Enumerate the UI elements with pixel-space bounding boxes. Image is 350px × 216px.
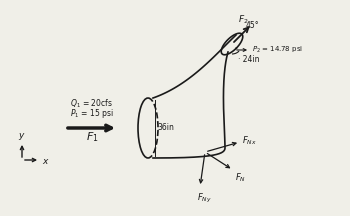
Text: $F_{Ny}$: $F_{Ny}$ [197,192,212,205]
Text: $Q_1$ = 20cfs: $Q_1$ = 20cfs [70,97,113,110]
Text: $F_{Nx}$: $F_{Nx}$ [242,135,257,147]
Text: $F_1$: $F_1$ [86,130,99,144]
Text: $P_2$ = 14.78 psi: $P_2$ = 14.78 psi [252,45,303,55]
Text: · 24in: · 24in [238,56,259,65]
Text: x: x [42,157,47,165]
Text: $F_N$: $F_N$ [235,172,246,184]
Text: 36in: 36in [157,124,174,132]
Text: 45°: 45° [246,21,260,30]
Text: y: y [18,131,24,140]
Text: $F_2$: $F_2$ [238,13,248,26]
Text: $P_1$ = 15 psi: $P_1$ = 15 psi [70,107,114,120]
